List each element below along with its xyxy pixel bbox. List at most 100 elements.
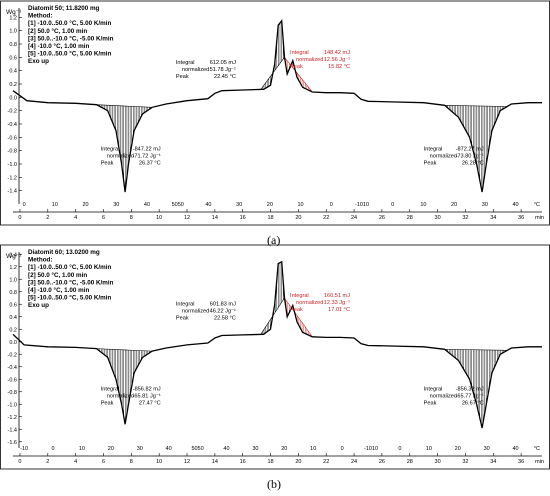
x-time-tick-label: 26 (379, 459, 385, 465)
annotation-label: Peak (424, 401, 437, 407)
x-temp-tick-label: 5050 (191, 446, 203, 452)
x-time-tick-label: 24 (351, 215, 357, 221)
x-time-tick-label: 0 (18, 215, 21, 221)
annotation-label: Peak (176, 316, 189, 322)
x-temp-tick-label: 10 (79, 446, 85, 452)
annotation-label: normalized (107, 394, 134, 400)
annotation-value: 22.58 °C (214, 316, 236, 322)
legend-line: [5] -10.0..50.0 °C, 5.00 K/min (28, 294, 112, 302)
annotation-value: -65.77 Jg⁻¹ (456, 394, 484, 400)
y-unit-label: Wg⁻¹ (6, 9, 22, 16)
x-temp-tick-label: 40 (205, 202, 211, 208)
annotation-value: 22.45 °C (214, 74, 236, 80)
annotation-value: 12.33 Jg⁻¹ (324, 300, 350, 306)
legend-line: Exo up (28, 302, 49, 309)
annotation-value: -847.22 mJ (133, 147, 161, 153)
x-time-tick-label: 10 (156, 215, 162, 221)
x-time-tick-label: 12 (184, 215, 190, 221)
y-tick-label: 0.0 (9, 340, 17, 346)
y-tick-label: 1.0 (9, 29, 17, 35)
x-temp-tick-label: 10 (297, 202, 303, 208)
x-time-unit: min (535, 459, 544, 465)
y-tick-label: 0.6 (9, 302, 17, 308)
annotation-label: Peak (290, 307, 303, 313)
legend-line: Method: (28, 257, 52, 264)
x-time-tick-label: 30 (435, 215, 441, 221)
x-temp-tick-label: 30 (484, 446, 490, 452)
x-temp-tick-label: 0 (341, 446, 344, 452)
annotation-value: 26.28 °C (462, 161, 484, 167)
annotation-label: Integral (290, 50, 309, 56)
annotation-value: 26.37 °C (139, 161, 161, 167)
y-tick-label: -1.2 (8, 415, 17, 421)
y-tick-label: 1.2 (9, 15, 17, 21)
annotation-label: Integral (101, 387, 120, 393)
annotation-label: Peak (101, 161, 114, 167)
integration-baseline (96, 104, 153, 108)
y-tick-label: 1.2 (9, 265, 17, 271)
x-time-tick-label: 2 (46, 459, 49, 465)
x-time-tick-label: 8 (130, 215, 133, 221)
x-temp-tick-label: 20 (455, 446, 461, 452)
x-time-tick-label: 6 (102, 459, 105, 465)
x-time-tick-label: 26 (379, 215, 385, 221)
annotation-label: normalized (296, 57, 323, 63)
y-tick-label: -1.4 (8, 427, 17, 433)
annotation-label: normalized (182, 309, 209, 315)
x-temp-tick-label: 0 (52, 446, 55, 452)
x-time-tick-label: 18 (267, 215, 273, 221)
x-time-tick-label: 8 (130, 459, 133, 465)
annotation-value: 160.51 mJ (324, 293, 350, 299)
chart-panel-b: Wg⁻¹1.4 1.2 1.0 0.8 0.6 0.4 0.2 0.0 -0.2 -0.4 -0.6… (0, 244, 550, 470)
annotation-value: 17.01 °C (328, 307, 350, 313)
annotation-value: -73.80 Jg⁻¹ (456, 154, 484, 160)
y-tick-label: -1.0 (8, 162, 17, 168)
panel-a-caption: (a) (267, 233, 281, 247)
dsc-curve (12, 18, 542, 193)
x-time-tick-label: 16 (240, 215, 246, 221)
x-time-tick-label: 22 (323, 215, 329, 221)
annotation-value: -65.81 Jg⁻¹ (133, 394, 161, 400)
x-temp-unit: °C (534, 202, 540, 208)
x-temp-tick-label: 30 (113, 202, 119, 208)
annotation-value: 26.67 °C (462, 401, 484, 407)
x-time-tick-label: 6 (102, 215, 105, 221)
annotation-value: -71.72 Jg⁻¹ (133, 154, 161, 160)
x-time-tick-label: 36 (518, 459, 524, 465)
x-temp-tick-label: 20 (108, 446, 114, 452)
x-temp-tick-label: 20 (451, 202, 457, 208)
x-temp-tick-label: -1010 (364, 446, 378, 452)
legend-line: [2] 50.0 °C, 1.00 min (28, 271, 87, 279)
x-temp-tick-label: 0 (23, 202, 26, 208)
x-time-tick-label: 14 (212, 215, 218, 221)
y-tick-label: -0.2 (8, 109, 17, 115)
y-tick-label: 0.4 (9, 69, 17, 75)
dsc-curve (12, 260, 542, 429)
y-tick-label: 0.4 (9, 315, 17, 321)
annotation-label: normalized (430, 154, 457, 160)
annotation-label: Peak (176, 74, 189, 80)
x-temp-tick-label: 20 (83, 202, 89, 208)
x-temp-tick-label: 5050 (172, 202, 184, 208)
x-time-tick-label: 28 (407, 215, 413, 221)
annotation-label: Integral (290, 293, 309, 299)
x-time-tick-label: 34 (490, 459, 496, 465)
x-time-tick-label: 14 (212, 459, 218, 465)
y-tick-label: 0.0 (9, 95, 17, 101)
annotation-value: 601.83 mJ (210, 302, 236, 308)
integration-baseline (284, 57, 313, 93)
x-temp-tick-label: 10 (426, 446, 432, 452)
x-temp-tick-label: 30 (252, 446, 258, 452)
x-time-tick-label: 34 (490, 215, 496, 221)
annotation-label: Integral (176, 302, 195, 308)
annotation-label: Peak (101, 401, 114, 407)
x-temp-tick-label: 10 (310, 446, 316, 452)
x-temp-tick-label: -10 (20, 446, 28, 452)
integration-baseline (444, 348, 508, 351)
legend-line: [4] -10.0 °C, 1.00 min (28, 42, 89, 50)
x-time-tick-label: 2 (46, 215, 49, 221)
y-tick-label: 0.6 (9, 55, 17, 61)
y-tick-label: 0.2 (9, 327, 17, 333)
legend-line: [4] -10.0 °C, 1.00 min (28, 286, 89, 294)
